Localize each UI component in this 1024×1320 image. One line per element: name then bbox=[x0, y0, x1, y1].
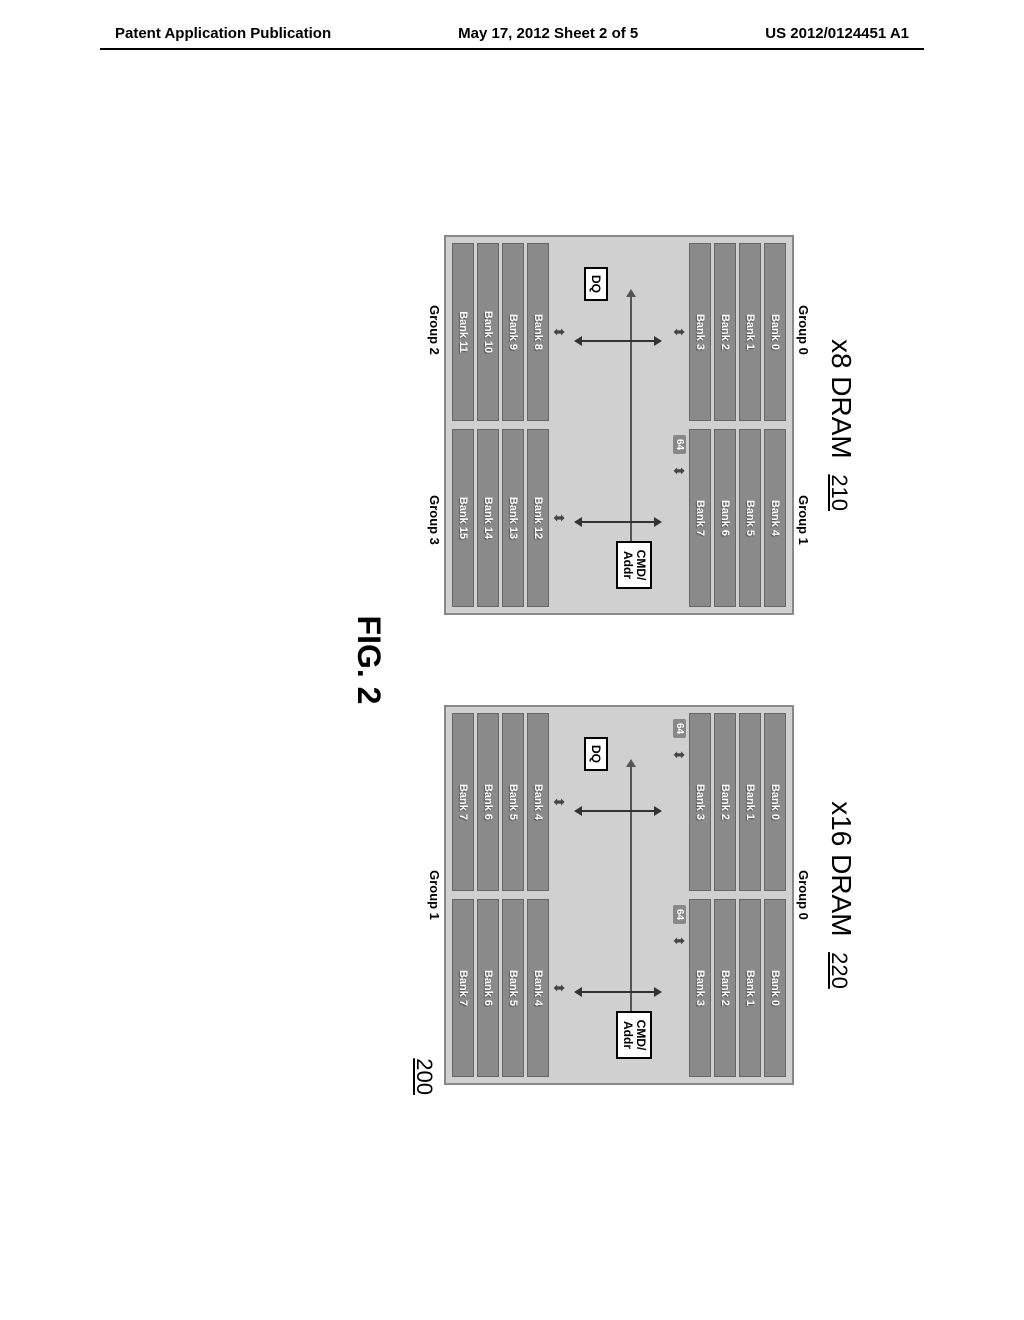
bank: Bank 4 bbox=[764, 429, 786, 607]
bank: Bank 15 bbox=[452, 429, 474, 607]
hbus-arrow bbox=[630, 765, 632, 1025]
bank: Bank 14 bbox=[477, 429, 499, 607]
x8-banks-br: ⬍ Bank 12 Bank 13 Bank 14 Bank 15 bbox=[452, 429, 566, 607]
bank: Bank 2 bbox=[714, 243, 736, 421]
bank: Bank 1 bbox=[739, 899, 761, 1077]
group-label-tr: Group 1 bbox=[794, 425, 813, 615]
vbus-arrow bbox=[580, 991, 656, 993]
bank: Bank 12 bbox=[527, 429, 549, 607]
updown-icon: ⬍ bbox=[672, 243, 686, 421]
x8-ref: 210 bbox=[827, 474, 852, 511]
bank: Bank 8 bbox=[527, 243, 549, 421]
bank: Bank 7 bbox=[452, 713, 474, 891]
bank: Bank 2 bbox=[714, 899, 736, 1077]
x8-chip: Bank 0 Bank 1 Bank 2 Bank 3 ⬍ Bank 4 Ban… bbox=[444, 235, 794, 615]
bank: Bank 5 bbox=[502, 899, 524, 1077]
bank: Bank 0 bbox=[764, 899, 786, 1077]
vbus-arrow bbox=[580, 810, 656, 812]
x16-banks-tl: Bank 0 Bank 1 Bank 2 Bank 3 64 ⬍ bbox=[670, 713, 786, 891]
figure-caption: FIG. 2 bbox=[350, 160, 387, 1160]
x16-banks-br: ⬍ Bank 4 Bank 5 Bank 6 Bank 7 bbox=[452, 899, 566, 1077]
x16-midgap: DQ CMD/ Addr bbox=[574, 713, 662, 1077]
hbus-arrow bbox=[630, 295, 632, 555]
bank: Bank 3 bbox=[689, 899, 711, 1077]
bitwidth-label: 64 bbox=[673, 719, 686, 738]
bank: Bank 6 bbox=[714, 429, 736, 607]
bank: Bank 5 bbox=[502, 713, 524, 891]
figure-overall-ref: 200 bbox=[411, 1058, 437, 1095]
x16-chip-inner: Bank 0 Bank 1 Bank 2 Bank 3 64 ⬍ Bank 0 … bbox=[452, 713, 786, 1077]
dq-label: DQ bbox=[584, 737, 608, 771]
bank: Bank 4 bbox=[527, 899, 549, 1077]
bank: Bank 3 bbox=[689, 713, 711, 891]
updown-icon: ⬍ bbox=[672, 465, 686, 477]
group-label-br: Group 3 bbox=[425, 425, 444, 615]
vbus-arrow bbox=[580, 521, 656, 523]
bank: Bank 1 bbox=[739, 713, 761, 891]
x16-banks-bl: ⬍ Bank 4 Bank 5 Bank 6 Bank 7 bbox=[452, 713, 566, 891]
updown-icon: ⬍ bbox=[552, 429, 566, 607]
x8-banks-tl: Bank 0 Bank 1 Bank 2 Bank 3 ⬍ bbox=[670, 243, 786, 421]
x16-chip: Bank 0 Bank 1 Bank 2 Bank 3 64 ⬍ Bank 0 … bbox=[444, 705, 794, 1085]
patent-header: Patent Application Publication May 17, 2… bbox=[0, 0, 1024, 42]
bank: Bank 6 bbox=[477, 899, 499, 1077]
bank: Bank 1 bbox=[739, 243, 761, 421]
x16-banks-tr: Bank 0 Bank 1 Bank 2 Bank 3 64 ⬍ bbox=[670, 899, 786, 1077]
x8-title: x8 DRAM 210 bbox=[825, 235, 857, 615]
group-label-bottom: Group 1 bbox=[425, 705, 444, 1085]
cmd-addr-label: CMD/ Addr bbox=[616, 1011, 652, 1059]
x16-ref: 220 bbox=[827, 952, 852, 989]
x8-dram-block: x8 DRAM 210 Group 0 Group 1 Bank 0 Bank … bbox=[425, 235, 857, 615]
bank: Bank 9 bbox=[502, 243, 524, 421]
group-label-bl: Group 2 bbox=[425, 235, 444, 425]
x8-title-text: x8 DRAM bbox=[826, 339, 857, 459]
x8-banks-bl: ⬍ Bank 8 Bank 9 Bank 10 Bank 11 bbox=[452, 243, 566, 421]
bank: Bank 5 bbox=[739, 429, 761, 607]
vbus-arrow bbox=[580, 340, 656, 342]
bank: Bank 0 bbox=[764, 713, 786, 891]
bank: Bank 3 bbox=[689, 243, 711, 421]
cmd-addr-label: CMD/ Addr bbox=[616, 541, 652, 589]
group-label-top: Group 0 bbox=[794, 705, 813, 1085]
bank: Bank 13 bbox=[502, 429, 524, 607]
bitwidth-label: 64 bbox=[673, 435, 686, 454]
bank: Bank 10 bbox=[477, 243, 499, 421]
figure-2: x8 DRAM 210 Group 0 Group 1 Bank 0 Bank … bbox=[167, 160, 857, 1160]
group-label-tl: Group 0 bbox=[794, 235, 813, 425]
bank: Bank 4 bbox=[527, 713, 549, 891]
bitwidth-label: 64 bbox=[673, 905, 686, 924]
header-right: US 2012/0124451 A1 bbox=[765, 25, 909, 42]
updown-icon: ⬍ bbox=[552, 899, 566, 1077]
x16-title: x16 DRAM 220 bbox=[825, 705, 857, 1085]
x8-banks-tr: Bank 4 Bank 5 Bank 6 Bank 7 64 ⬍ bbox=[670, 429, 786, 607]
updown-icon: ⬍ bbox=[672, 749, 686, 761]
x16-dram-block: x16 DRAM 220 Group 0 Bank 0 Bank 1 Bank … bbox=[425, 705, 857, 1085]
bank: Bank 7 bbox=[452, 899, 474, 1077]
x16-title-text: x16 DRAM bbox=[826, 801, 857, 936]
header-left: Patent Application Publication bbox=[115, 25, 331, 42]
dram-row: x8 DRAM 210 Group 0 Group 1 Bank 0 Bank … bbox=[425, 160, 857, 1160]
bank: Bank 7 bbox=[689, 429, 711, 607]
bank: Bank 2 bbox=[714, 713, 736, 891]
header-rule bbox=[100, 48, 924, 50]
x8-chip-inner: Bank 0 Bank 1 Bank 2 Bank 3 ⬍ Bank 4 Ban… bbox=[452, 243, 786, 607]
bank: Bank 6 bbox=[477, 713, 499, 891]
page: Patent Application Publication May 17, 2… bbox=[0, 0, 1024, 1320]
updown-icon: ⬍ bbox=[552, 243, 566, 421]
updown-icon: ⬍ bbox=[672, 935, 686, 947]
x8-midgap: DQ CMD/ Addr bbox=[574, 243, 662, 607]
dq-label: DQ bbox=[584, 267, 608, 301]
bank: Bank 0 bbox=[764, 243, 786, 421]
header-center: May 17, 2012 Sheet 2 of 5 bbox=[458, 25, 638, 42]
updown-icon: ⬍ bbox=[552, 713, 566, 891]
bank: Bank 11 bbox=[452, 243, 474, 421]
